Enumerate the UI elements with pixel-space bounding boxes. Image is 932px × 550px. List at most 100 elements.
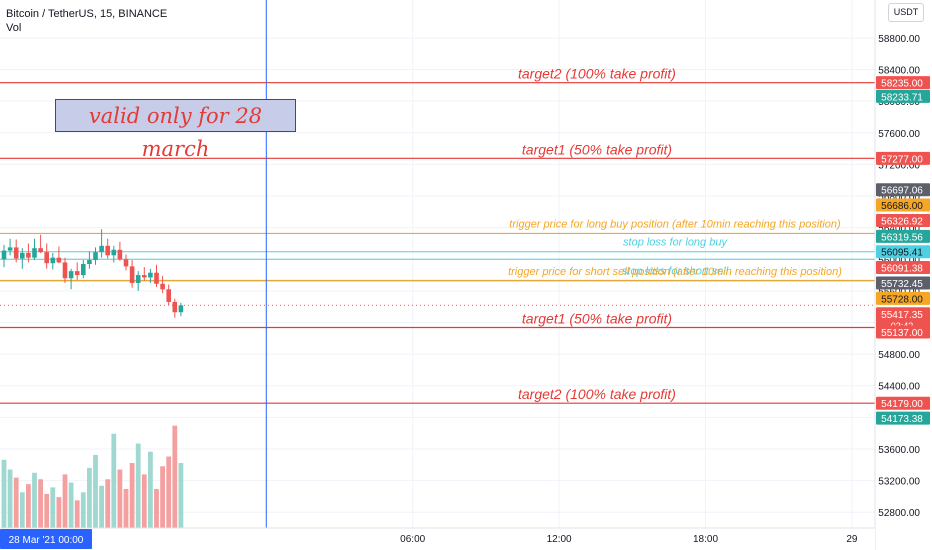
price-tag [876,229,930,243]
candle-body [135,275,141,283]
candle-body [111,249,117,256]
price-tag-label: 58233.71 [881,92,923,103]
volume-bar [44,493,50,528]
price-tag-label: 57277.00 [881,154,923,165]
candle-body [68,271,74,279]
level-annotation: stop loss for short sell [622,265,729,277]
volume-bar [160,466,165,528]
volume-bar [56,497,62,528]
cursor-time-tag [0,529,92,549]
volume-bar [50,487,56,528]
candle-body [50,257,56,264]
volume-bar [87,467,92,528]
price-tick-label: 57200.00 [878,160,920,171]
time-tick-label: 18:00 [693,534,718,545]
volume-bar [62,474,68,528]
time-tick-label: 06:00 [400,534,425,545]
volume-bar [135,443,141,528]
volume-bar [129,463,135,528]
currency-button[interactable]: USDT [888,3,924,22]
volume-bar [38,479,43,528]
volume-bar [166,456,172,528]
level-annotation: trigger price for short sell position (a… [508,266,842,278]
note-box[interactable]: valid only for 28 march [55,99,296,161]
candle-body [99,245,104,253]
price-tick-label: 54800.00 [878,350,920,361]
candle-body [38,248,43,253]
price-tag-label: 56095.41 [881,248,923,259]
candle-body [93,252,98,261]
volume-bar [123,489,129,528]
volume-bar [111,433,117,528]
candle-body [87,260,92,264]
candle-body [117,249,123,260]
volume-indicator-label[interactable]: Vol [6,22,22,34]
price-tick-label: 53200.00 [878,477,920,488]
price-tag [876,261,930,275]
candle-body [44,252,49,264]
price-tick-label: 58800.00 [878,34,920,45]
price-tag-label: 55137.00 [881,328,923,339]
level-annotation: target1 (50% take profit) [522,310,672,326]
price-tag-label: 56319.56 [881,232,923,243]
volume-bar [19,492,25,528]
time-axis [0,528,875,550]
price-tag-label: 55728.00 [881,294,923,305]
price-tick-label: 56800.00 [878,192,920,203]
candle-body [148,272,153,278]
candle-body [129,266,135,283]
price-tag-label: 56326.92 [881,217,923,228]
time-tick-label: 29 [846,534,858,545]
candle-body [1,250,7,260]
level-annotation: stop loss for long buy [623,237,728,249]
level-annotation: trigger price for long buy position (aft… [509,218,841,230]
volume-bar [148,451,153,528]
candle-body [62,262,68,279]
volume-bar [178,463,184,528]
candle-body [7,247,13,251]
level-annotation: target2 (100% take profit) [518,66,676,82]
price-tick-label: 53600.00 [878,445,920,456]
price-tick-label: 58400.00 [878,66,920,77]
volume-bar [80,492,86,528]
symbol-title[interactable]: Bitcoin / TetherUS, 15, BINANCE [6,8,168,20]
volume-bar [99,485,104,528]
volume-bar [68,482,74,528]
price-tag-label: 54179.00 [881,399,923,410]
candle-body [56,257,62,263]
candle-body [26,252,31,258]
price-tag [876,183,930,197]
price-tick-label: 57600.00 [878,129,920,140]
price-tag [876,76,930,90]
candle-body [160,283,165,290]
candle-body [81,264,86,276]
price-tag-label: 56686.00 [881,201,923,212]
candle-body [172,301,178,313]
price-tag [876,325,930,339]
volume-bar [154,489,159,528]
volume-bar [7,469,13,528]
price-tag-label: 56697.06 [881,186,923,197]
candle-body [123,259,129,267]
volume-bar [141,474,147,528]
volume-bar [26,484,31,528]
candle-body [105,245,110,256]
price-tag [876,307,930,332]
time-tick-label: 12:00 [547,534,572,545]
chart-legend: Bitcoin / TetherUS, 15, BINANCE Vol [6,7,167,35]
volume-bar [93,454,98,528]
price-tag-label: 55417.35 [881,310,923,321]
price-tag-label: 54173.38 [881,414,923,425]
price-tag [876,245,930,259]
price-tag [876,89,930,103]
volume-bar [13,477,19,528]
price-tick-label: 56400.00 [878,224,920,235]
price-tag [876,411,930,425]
volume-bar [117,469,123,528]
price-tag [876,214,930,228]
volume-bar [74,500,80,528]
candle-body [13,247,19,259]
volume-bar [1,459,7,528]
level-annotation: target1 (50% take profit) [522,141,672,157]
